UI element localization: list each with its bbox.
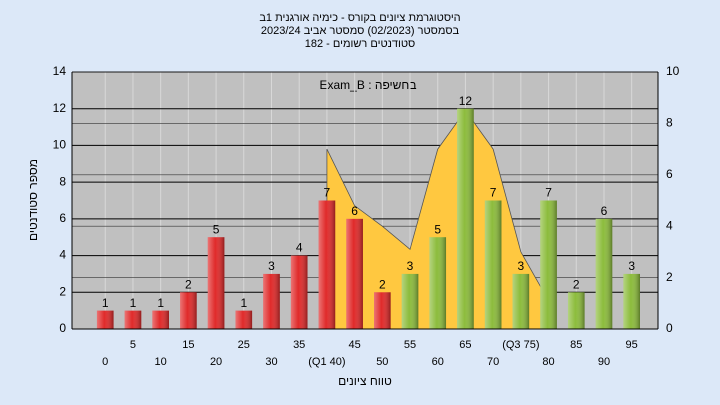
y2-tick-label: 0 [666,321,673,335]
x-tick-label: 5 [130,339,136,351]
chart-title: היסטוגרמת ציונים בקורס - כימיה אורגנית 1… [259,12,460,24]
bar-shade [429,237,447,329]
x-tick-label: 70 [487,356,499,368]
bar-shade [263,273,280,329]
x-tick-label: 15 [182,339,194,351]
chart-subtitle: בסמסטר (02/2023) סמסטר אביב 2023/24 [261,25,460,37]
bar-shade [152,310,169,329]
y-tick-label: 0 [59,321,66,335]
y-tick-label: 4 [59,248,66,262]
bar-shade [401,273,419,329]
data-label: 7 [324,186,331,200]
data-label: 3 [268,259,275,273]
chart-subtitle: סטודנטים רשומים - 182 [305,38,416,50]
bar-shade [567,292,585,329]
bar-shade [540,200,557,329]
x-tick-label: (Q1 40) [308,356,345,368]
y2-tick-label: 4 [666,218,673,232]
data-label: 1 [157,296,164,310]
data-label: 4 [296,241,303,255]
x-tick-label: 30 [265,356,277,368]
data-label: 5 [434,222,441,236]
data-label: 7 [490,186,497,200]
data-label: 2 [185,277,192,291]
data-label: 5 [213,222,220,236]
x-tick-label: 20 [210,356,222,368]
y-tick-label: 10 [53,138,67,152]
data-label: 2 [573,277,580,291]
bar-shade [96,310,114,329]
x-tick-label: 60 [432,356,444,368]
x-tick-label: 95 [626,339,638,351]
y-tick-label: 6 [59,211,66,225]
y-tick-label: 8 [59,174,66,188]
bar-shade [180,292,197,329]
data-label: 1 [240,296,247,310]
x-tick-label: 50 [376,356,388,368]
x-tick-label: 0 [102,356,108,368]
bar-shade [235,310,253,329]
bar-shade [207,237,225,329]
x-tick-label: 25 [238,339,250,351]
x-tick-label: 45 [348,339,360,351]
bar-shade [512,273,530,329]
y-tick-label: 12 [53,101,67,115]
data-label: 7 [545,186,552,200]
x-tick-label: 90 [598,356,610,368]
data-label: 6 [351,204,358,218]
x-tick-label: 10 [155,356,167,368]
data-label: 3 [628,259,635,273]
bar-shade [290,255,308,329]
x-tick-label: 85 [570,339,582,351]
bar-shade [346,218,363,329]
data-label: 3 [407,259,414,273]
bar-shade [124,310,142,329]
y2-tick-label: 8 [666,116,673,130]
x-axis-label: טווח ציונים [338,374,392,388]
x-tick-label: 80 [542,356,554,368]
y2-tick-label: 6 [666,167,673,181]
data-label: 1 [102,296,109,310]
data-label: 6 [601,204,608,218]
bar-shade [595,218,613,329]
x-tick-label: 35 [293,339,305,351]
bar-shade [318,200,336,329]
y2-tick-label: 2 [666,270,673,284]
data-label: 12 [459,94,473,108]
x-tick-label: (Q3 75) [502,339,539,351]
data-label: 1 [130,296,137,310]
x-tick-label: 55 [404,339,416,351]
y-axis-label: מספר סטודנטים [26,159,40,241]
bar-shade [623,273,640,329]
bar-shade [374,292,391,329]
annotation: בחשיפה : Exam_B [320,78,417,92]
x-tick-label: 65 [459,339,471,351]
y-tick-label: 2 [59,284,66,298]
y-tick-label: 14 [53,64,67,78]
y2-tick-label: 10 [666,64,680,78]
data-label: 2 [379,277,386,291]
bar-shade [484,200,502,329]
data-label: 3 [518,259,525,273]
bar-shade [457,108,474,329]
